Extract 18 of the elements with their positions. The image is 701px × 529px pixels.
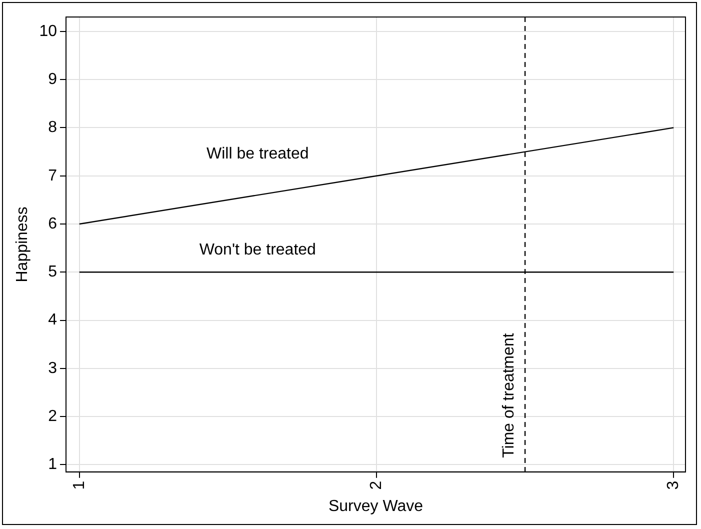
series-label: Won't be treated: [199, 242, 316, 259]
y-tick-label: 8: [48, 119, 58, 136]
x-tick-label: 3: [665, 480, 682, 490]
y-tick-label: 3: [48, 360, 58, 377]
y-tick-label: 6: [48, 215, 58, 232]
y-tick-label: 5: [48, 264, 58, 281]
x-axis-title: Survey Wave: [328, 498, 424, 515]
y-axis-title: Happiness: [14, 206, 32, 282]
x-tick-label: 1: [70, 480, 88, 490]
y-tick-label: 10: [39, 22, 58, 40]
ref-line-label: Time of treatment: [500, 332, 518, 458]
y-tick-label: 9: [48, 70, 58, 88]
x-tick-label: 2: [368, 480, 385, 490]
y-tick-label: 4: [48, 312, 58, 329]
y-tick-label: 7: [48, 167, 58, 184]
y-tick-label: 1: [48, 456, 58, 474]
series-label: Will be treated: [206, 145, 309, 162]
y-tick-label: 2: [48, 408, 58, 425]
